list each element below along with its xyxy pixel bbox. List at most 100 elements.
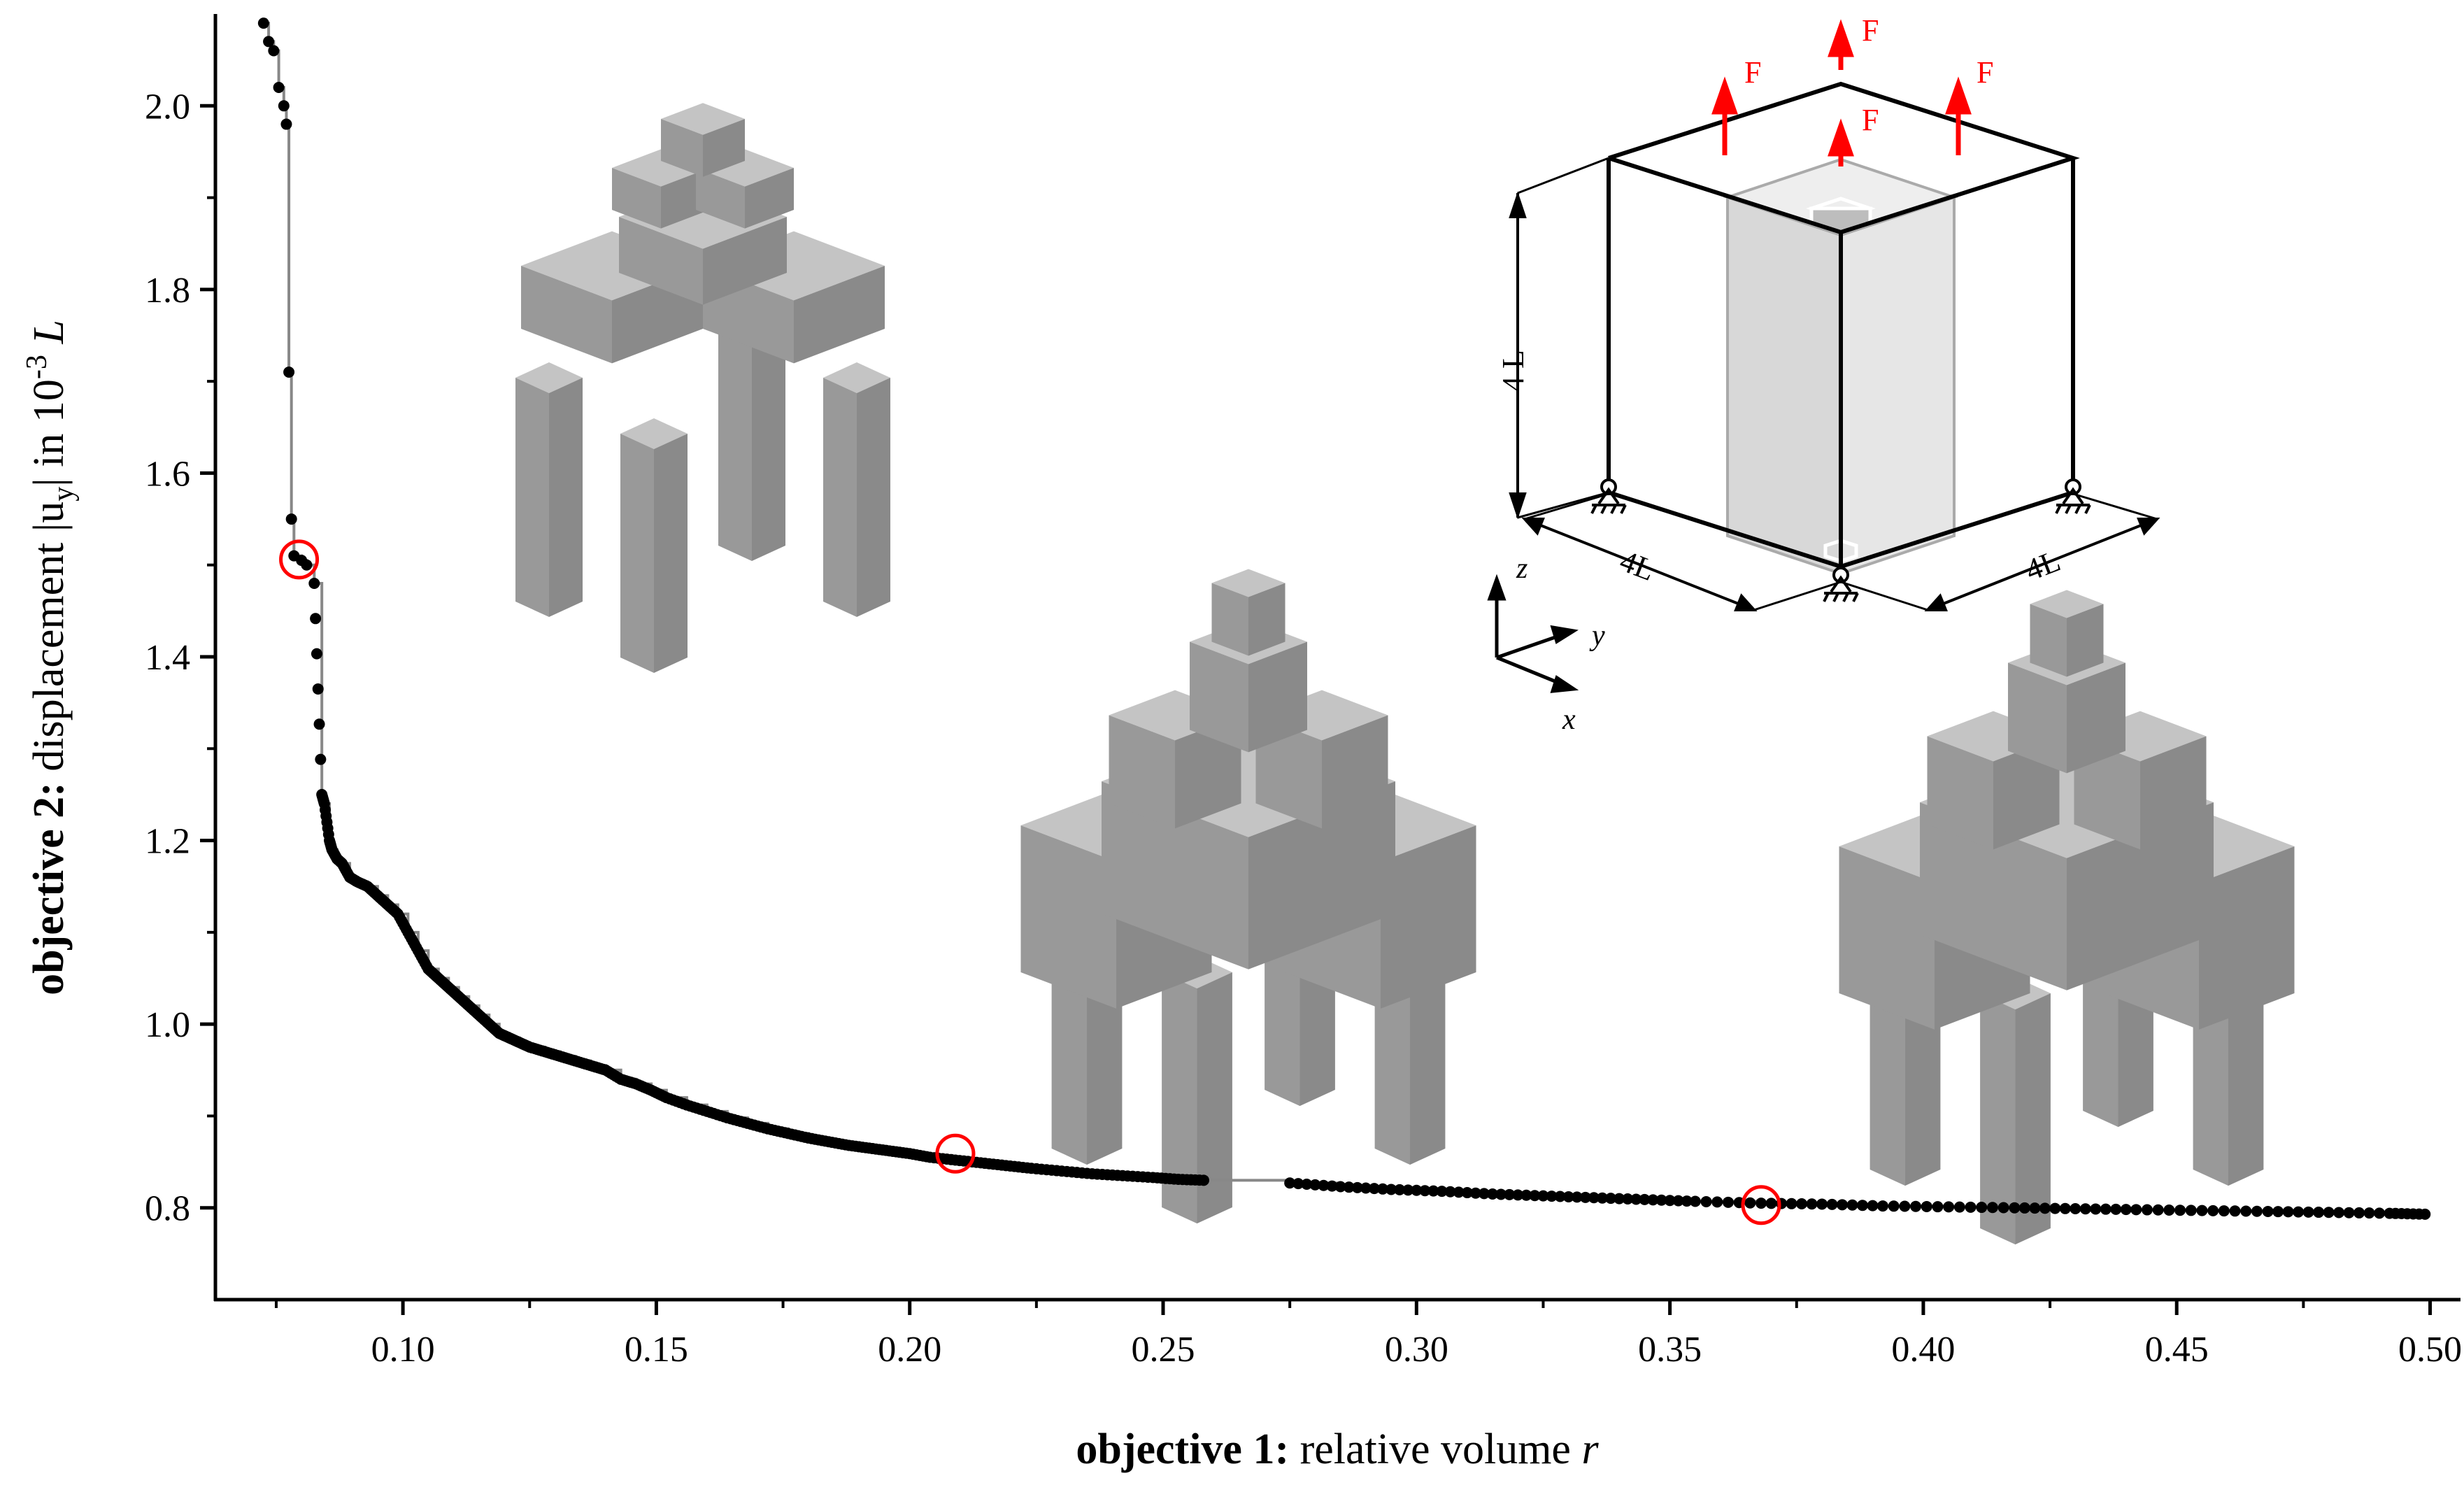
data-point <box>2353 1207 2365 1218</box>
highlight-circle <box>935 1133 976 1174</box>
axis-z-label: z <box>1516 553 1527 585</box>
data-point <box>1495 1188 1507 1200</box>
data-point <box>312 683 324 695</box>
highlight-circle <box>279 539 320 580</box>
y-tick-label: 1.8 <box>145 271 190 311</box>
data-point <box>1765 1198 1777 1209</box>
data-point <box>1722 1196 1734 1208</box>
data-point <box>1932 1201 1944 1213</box>
load-case-inset: F F F F 4 L 4L <box>1487 13 2160 736</box>
data-point <box>1605 1193 1617 1205</box>
data-point <box>1193 1174 1205 1186</box>
data-point <box>1021 1162 1033 1174</box>
y-tick-label: 1.2 <box>145 822 190 862</box>
data-point <box>1292 1178 1304 1190</box>
data-point <box>2141 1204 2153 1216</box>
data-point <box>1351 1181 1363 1193</box>
data-point <box>1910 1200 1922 1212</box>
data-point <box>257 17 269 29</box>
data-point <box>263 36 275 48</box>
voxel-block <box>696 149 794 229</box>
data-point <box>1512 1189 1524 1201</box>
x-tick-label: 0.50 <box>2398 1330 2462 1370</box>
y-tick-label: 1.4 <box>145 638 190 678</box>
data-point <box>2282 1206 2294 1218</box>
data-point <box>1301 1179 1313 1191</box>
data-point <box>1986 1202 1998 1214</box>
data-point <box>1334 1181 1346 1193</box>
data-point <box>1419 1185 1431 1197</box>
data-point <box>1700 1195 1712 1207</box>
data-point <box>285 513 297 525</box>
inset-forces <box>1711 19 1972 166</box>
data-point <box>1487 1188 1499 1200</box>
data-point <box>1647 1194 1659 1206</box>
data-point <box>1284 1177 1296 1189</box>
axis-y-label: y <box>1589 620 1605 652</box>
data-point <box>1309 1179 1321 1191</box>
data-point <box>1976 1202 1988 1214</box>
data-point <box>1630 1193 1642 1205</box>
data-point <box>1360 1182 1372 1194</box>
voxel-structures <box>515 103 2295 1245</box>
voxel-block <box>515 362 583 617</box>
data-point <box>2079 1203 2091 1215</box>
voxel-block <box>1927 711 2060 850</box>
dim-label-left: 4L <box>1616 543 1660 588</box>
data-point <box>2374 1207 2386 1219</box>
data-point <box>2333 1207 2345 1218</box>
data-point <box>1846 1199 1858 1211</box>
x-tick-label: 0.10 <box>371 1330 435 1370</box>
voxel-block <box>661 103 745 177</box>
data-point <box>1343 1181 1355 1193</box>
data-point <box>1639 1193 1651 1205</box>
data-point <box>1427 1185 1439 1197</box>
data-point <box>1997 1202 2009 1214</box>
data-point <box>2059 1202 2071 1214</box>
y-tick-label: 1.0 <box>145 1005 190 1045</box>
data-point <box>1744 1197 1756 1209</box>
data-point <box>1386 1184 1397 1195</box>
data-point <box>996 1159 1008 1171</box>
data-point <box>2049 1202 2061 1214</box>
data-point <box>2100 1203 2112 1215</box>
data-point <box>2110 1203 2122 1215</box>
data-point <box>2130 1204 2142 1216</box>
data-point <box>1562 1191 1574 1202</box>
data-point <box>2293 1206 2305 1218</box>
force-label-top: F <box>1862 13 1879 48</box>
y-tick-label: 0.8 <box>145 1189 190 1229</box>
force-label-left: F <box>1744 55 1761 90</box>
force-label-right: F <box>1977 55 1993 90</box>
data-point <box>1554 1191 1566 1202</box>
y-tick-label: 2.0 <box>145 87 190 127</box>
voxel-block <box>1190 619 1307 753</box>
data-point <box>1836 1199 1848 1211</box>
data-point <box>2272 1206 2284 1218</box>
y-tick-label: 1.6 <box>145 454 190 494</box>
data-point <box>1614 1193 1625 1205</box>
data-point <box>1664 1195 1676 1207</box>
data-point <box>1111 1170 1123 1181</box>
x-tick-label: 0.25 <box>1132 1330 1195 1370</box>
pareto-points <box>257 17 2431 1220</box>
y-axis-title: objective 2: displacement |uy| in 10-3 L <box>21 320 80 995</box>
data-point <box>301 559 313 571</box>
data-point <box>945 1153 957 1165</box>
dim-label-height: 4 L <box>1496 350 1530 392</box>
highlight-circle <box>1741 1185 1781 1225</box>
x-tick-label: 0.40 <box>1891 1330 1955 1370</box>
data-point <box>1786 1198 1797 1209</box>
data-point <box>2313 1207 2325 1218</box>
data-point <box>1537 1190 1549 1202</box>
data-point <box>1571 1191 1583 1203</box>
data-point <box>1461 1187 1473 1199</box>
voxel-block <box>612 149 710 229</box>
data-point <box>2363 1207 2375 1219</box>
data-point <box>1453 1186 1465 1198</box>
data-point <box>1711 1196 1723 1208</box>
data-point <box>268 45 280 57</box>
data-point <box>1436 1186 1448 1198</box>
data-point <box>2120 1204 2132 1216</box>
x-tick-label: 0.45 <box>2145 1330 2209 1370</box>
